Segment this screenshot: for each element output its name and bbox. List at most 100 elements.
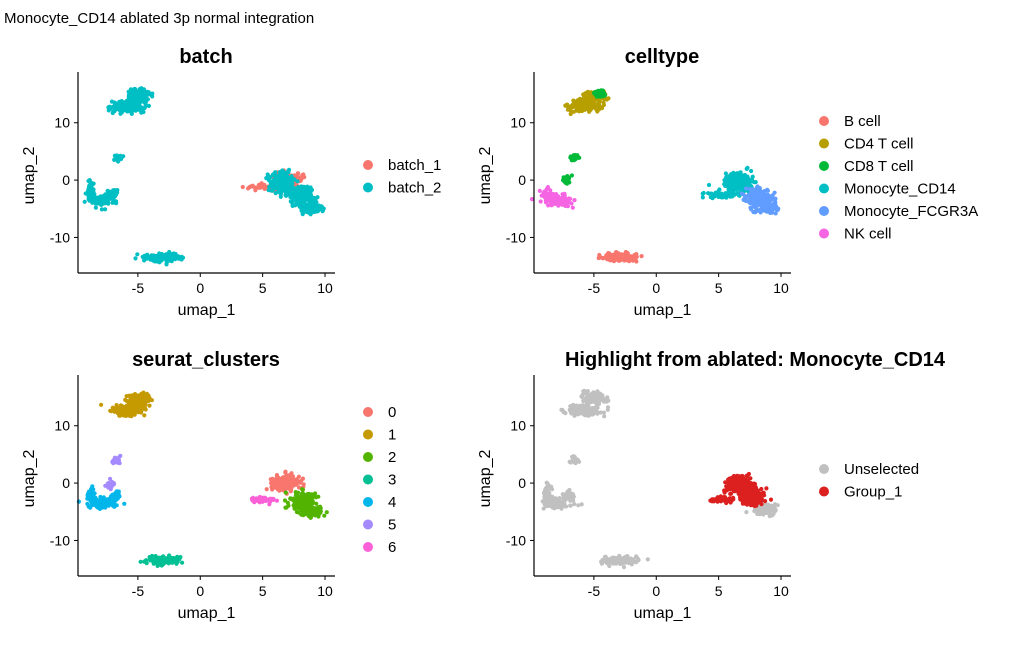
point xyxy=(140,396,145,401)
y-tick-label: 10 xyxy=(510,115,526,131)
point xyxy=(128,409,134,414)
point xyxy=(135,252,140,257)
y-tick-label: -10 xyxy=(50,532,70,548)
point xyxy=(731,170,736,175)
x-tick-label: 5 xyxy=(259,280,267,296)
point xyxy=(291,503,296,508)
point xyxy=(172,255,177,260)
point xyxy=(592,99,597,104)
legend-label: Monocyte_CD14 xyxy=(844,181,956,198)
point xyxy=(138,559,143,564)
point xyxy=(161,554,166,559)
point xyxy=(301,172,306,177)
point xyxy=(142,413,147,418)
point xyxy=(273,191,278,196)
point xyxy=(99,202,104,207)
point xyxy=(300,212,305,217)
point xyxy=(293,197,299,202)
points-layer xyxy=(540,388,780,570)
point xyxy=(180,560,185,565)
point xyxy=(135,398,140,403)
point xyxy=(303,198,308,203)
point xyxy=(564,504,569,509)
points-layer xyxy=(82,86,326,267)
point xyxy=(136,107,141,112)
point xyxy=(134,90,139,95)
point xyxy=(579,395,585,400)
point xyxy=(174,556,179,561)
point xyxy=(314,206,319,212)
point xyxy=(733,179,738,184)
point xyxy=(264,487,269,492)
point xyxy=(139,408,144,413)
point xyxy=(574,108,579,113)
point xyxy=(570,491,575,496)
legend-label: NK cell xyxy=(844,226,892,243)
point xyxy=(97,196,102,201)
point xyxy=(567,407,572,412)
point xyxy=(250,183,255,188)
point xyxy=(291,482,296,487)
y-axis-label: umap_2 xyxy=(21,146,38,204)
point xyxy=(573,157,578,162)
point xyxy=(295,179,300,184)
point xyxy=(266,188,271,193)
point xyxy=(592,395,597,400)
point xyxy=(144,561,149,566)
point xyxy=(288,489,293,494)
point xyxy=(157,561,162,566)
point xyxy=(734,486,739,491)
point xyxy=(91,197,96,202)
point xyxy=(286,176,291,181)
x-tick-label: 5 xyxy=(259,583,267,599)
point xyxy=(767,506,772,511)
panel-title: seurat_clusters xyxy=(132,349,280,371)
point xyxy=(110,192,115,197)
point xyxy=(263,186,268,191)
x-tick-label: 10 xyxy=(773,280,789,296)
point xyxy=(568,404,573,409)
point xyxy=(109,99,115,104)
point xyxy=(742,173,747,178)
point xyxy=(263,498,268,503)
point xyxy=(602,414,607,419)
point xyxy=(565,107,571,112)
point xyxy=(88,505,93,510)
point xyxy=(701,190,706,196)
point xyxy=(313,197,318,203)
point xyxy=(86,489,91,494)
point xyxy=(277,173,282,178)
point xyxy=(572,411,577,416)
point xyxy=(601,410,607,415)
legend-key xyxy=(363,429,373,440)
point xyxy=(767,514,772,519)
point xyxy=(166,561,171,566)
point xyxy=(111,109,116,114)
point xyxy=(765,205,770,210)
point xyxy=(556,194,561,199)
point xyxy=(98,505,103,510)
legend-label: B cell xyxy=(844,113,881,130)
point xyxy=(283,173,288,178)
point xyxy=(293,203,298,208)
point xyxy=(110,497,116,502)
point xyxy=(723,192,728,197)
point xyxy=(279,482,284,487)
point xyxy=(723,171,729,176)
point xyxy=(114,201,119,206)
legend-label: 0 xyxy=(388,404,396,421)
point xyxy=(598,393,603,398)
point xyxy=(728,176,734,181)
point xyxy=(273,170,278,175)
point xyxy=(129,395,134,400)
point xyxy=(133,256,138,261)
point xyxy=(283,486,288,491)
point xyxy=(599,561,605,566)
point xyxy=(111,407,116,412)
point xyxy=(758,192,763,197)
point xyxy=(714,191,719,196)
